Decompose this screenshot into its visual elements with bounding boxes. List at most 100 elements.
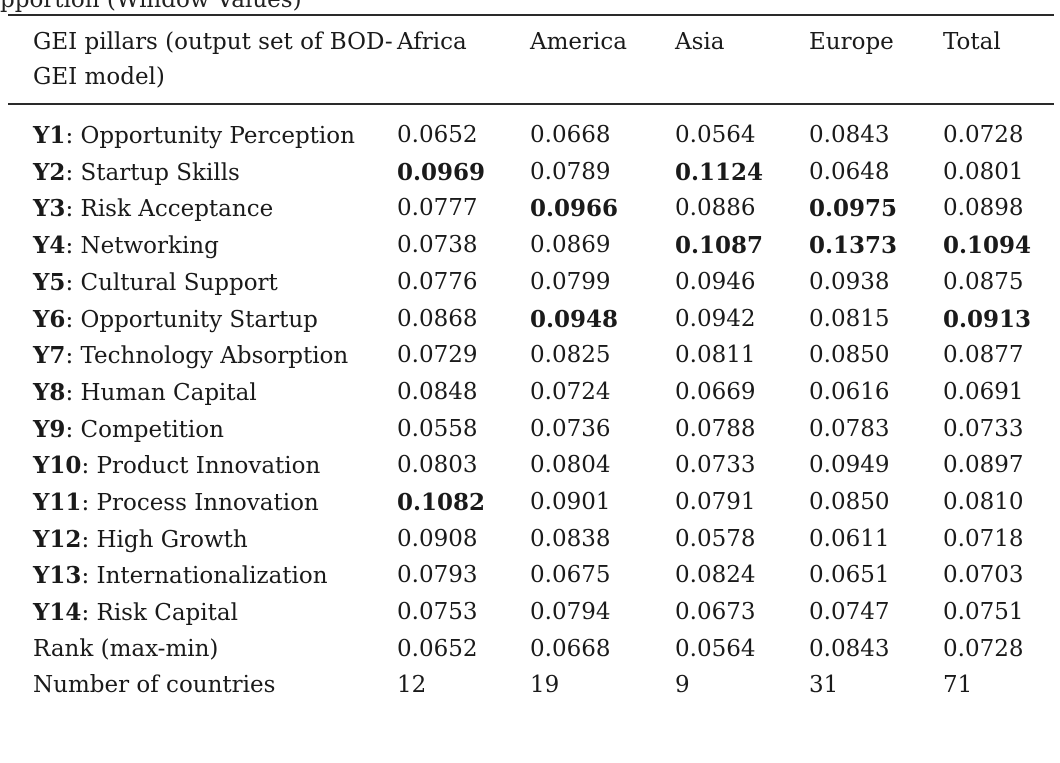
value-cell-europe: 0.0843 <box>809 635 890 662</box>
row-label-cell: Y13: Internationalization <box>8 558 397 595</box>
pillar-name: : Startup Skills <box>65 159 240 186</box>
value-cell-total: 0.0810 <box>943 489 1024 516</box>
value-cell-africa: 0.0776 <box>397 268 478 295</box>
pillar-name: : Process Innovation <box>81 490 319 517</box>
table-row: Y13: Internationalization 0.0793 0.0675 0.0… <box>8 558 1054 595</box>
value-cell-total: 0.0751 <box>943 599 1024 626</box>
table-row: Y5: Cultural Support 0.0776 0.0799 0.0946 0.… <box>8 265 1054 302</box>
pillar-name: : Risk Capital <box>81 600 238 627</box>
pillar-code: Y11 <box>33 489 82 517</box>
table-row: Number of countries 12 19 9 31 71 <box>8 668 1054 704</box>
value-cell-total: 0.0703 <box>943 562 1024 589</box>
value-cell-total: 0.0898 <box>943 195 1024 222</box>
table-row: Y2: Startup Skills 0.0969 0.0789 0.1124 0.06… <box>8 155 1054 192</box>
pillar-name: : Opportunity Startup <box>65 306 318 333</box>
value-cell-total: 0.0877 <box>943 342 1024 369</box>
table-row: Y7: Technology Absorption 0.0729 0.0825 0.0… <box>8 338 1054 375</box>
pillar-code: Y1 <box>33 122 66 149</box>
value-cell-total: 0.0728 <box>943 635 1024 662</box>
value-cell-europe: 0.0815 <box>809 305 890 332</box>
column-header-total: Total <box>943 29 1001 55</box>
row-label: Y4: Networking <box>33 228 389 265</box>
value-cell-europe: 0.1373 <box>809 232 898 260</box>
row-label-cell: Y11: Process Innovation <box>8 485 397 522</box>
column-header-asia: Asia <box>675 29 725 55</box>
row-label: Y8: Human Capital <box>33 375 389 412</box>
table-row: Y10: Product Innovation 0.0803 0.0804 0.073… <box>8 448 1054 485</box>
value-cell-europe: 31 <box>809 671 839 698</box>
value-cell-africa: 12 <box>397 671 427 698</box>
header-row: GEI pillars (output set of BOD-GEI model… <box>8 24 1054 104</box>
value-cell-america: 0.0675 <box>530 562 611 589</box>
row-label: Y14: Risk Capital <box>33 595 389 632</box>
value-cell-asia: 0.0673 <box>675 599 756 626</box>
value-cell-asia: 0.0886 <box>675 195 756 222</box>
value-cell-total: 0.0801 <box>943 158 1024 185</box>
row-label: Y9: Competition <box>33 412 389 449</box>
pillar-code: Y8 <box>33 378 66 406</box>
pillar-name: : Internationalization <box>81 563 328 590</box>
value-cell-europe: 0.0850 <box>809 342 890 369</box>
value-cell-africa: 0.1082 <box>397 489 486 517</box>
value-cell-america: 0.0668 <box>530 122 611 148</box>
value-cell-asia: 0.0788 <box>675 415 756 442</box>
row-label-cell: Y2: Startup Skills <box>8 155 397 192</box>
value-cell-asia: 0.0942 <box>675 305 756 332</box>
value-cell-asia: 0.1124 <box>675 158 764 186</box>
value-cell-america: 0.0825 <box>530 342 611 369</box>
value-cell-africa: 0.0908 <box>397 525 478 552</box>
row-label: Y13: Internationalization <box>33 558 389 595</box>
value-cell-europe: 0.0616 <box>809 378 890 405</box>
value-cell-europe: 0.0843 <box>809 122 890 148</box>
value-cell-africa: 0.0729 <box>397 342 478 369</box>
column-header-america: America <box>530 29 627 55</box>
table-row: Y14: Risk Capital 0.0753 0.0794 0.0673 0.074… <box>8 595 1054 632</box>
row-label-cell: Y14: Risk Capital <box>8 595 397 632</box>
value-cell-europe: 0.0611 <box>809 525 890 552</box>
row-label-cell: Y6: Opportunity Startup <box>8 302 397 339</box>
value-cell-africa: 0.0793 <box>397 562 478 589</box>
pillar-code: Y5 <box>33 268 66 296</box>
gei-pillars-table: GEI pillars (output set of BOD-GEI model… <box>8 24 1054 703</box>
table-caption-fragment: pportion (Window Values) <box>0 0 302 13</box>
row-label-cell: Y9: Competition <box>8 412 397 449</box>
value-cell-america: 0.0789 <box>530 158 611 185</box>
pillar-name: : Opportunity Perception <box>65 123 355 149</box>
value-cell-europe: 0.0651 <box>809 562 890 589</box>
row-label-cell: Y10: Product Innovation <box>8 448 397 485</box>
row-label: Y1: Opportunity Perception <box>33 118 389 155</box>
pillar-code: Y2 <box>33 158 66 186</box>
pillar-code: Y4 <box>33 232 66 260</box>
pillar-code: Y9 <box>33 415 66 443</box>
value-cell-asia: 0.0564 <box>675 122 756 148</box>
pillar-code: Y13 <box>33 562 82 590</box>
row-label: Y10: Product Innovation <box>33 448 389 485</box>
value-cell-africa: 0.0652 <box>397 635 478 662</box>
pillar-name: : Product Innovation <box>81 453 321 480</box>
value-cell-total: 0.0691 <box>943 378 1024 405</box>
table-row: Y8: Human Capital 0.0848 0.0724 0.0669 0.061… <box>8 375 1054 412</box>
value-cell-america: 0.0966 <box>530 195 619 223</box>
value-cell-total: 0.0897 <box>943 452 1024 479</box>
value-cell-america: 0.0736 <box>530 415 611 442</box>
table-row: Y9: Competition 0.0558 0.0736 0.0788 0.0783 0… <box>8 412 1054 449</box>
value-cell-america: 0.0794 <box>530 599 611 626</box>
pillar-name: : Technology Absorption <box>65 343 349 370</box>
value-cell-total: 0.0718 <box>943 525 1024 552</box>
table-header-rule <box>8 103 1054 105</box>
row-label-cell: Y8: Human Capital <box>8 375 397 412</box>
row-label: Y5: Cultural Support <box>33 265 389 302</box>
value-cell-africa: 0.0753 <box>397 599 478 626</box>
value-cell-america: 0.0838 <box>530 525 611 552</box>
value-cell-asia: 0.0791 <box>675 489 756 516</box>
pillar-name: Number of countries <box>33 671 276 698</box>
value-cell-america: 0.0948 <box>530 305 619 333</box>
row-label-cell: Rank (max-min) <box>8 632 397 668</box>
value-cell-total: 0.0913 <box>943 305 1032 333</box>
table-row: Y11: Process Innovation 0.1082 0.0901 0.079… <box>8 485 1054 522</box>
value-cell-america: 0.0869 <box>530 232 611 259</box>
header-spacer <box>8 104 1054 118</box>
value-cell-america: 0.0901 <box>530 489 611 516</box>
pillar-code: Y7 <box>33 342 66 370</box>
value-cell-africa: 0.0868 <box>397 305 478 332</box>
